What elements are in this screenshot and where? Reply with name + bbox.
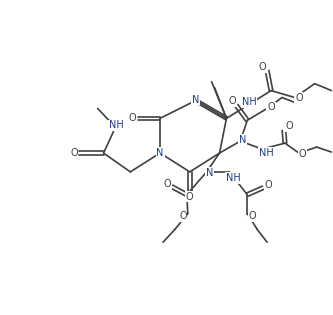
Text: N: N xyxy=(192,94,199,105)
Text: O: O xyxy=(285,121,293,131)
Text: O: O xyxy=(295,93,303,103)
Text: O: O xyxy=(179,211,187,221)
Text: O: O xyxy=(264,180,272,190)
Text: NH: NH xyxy=(242,97,257,107)
Text: O: O xyxy=(258,62,266,72)
Text: O: O xyxy=(186,192,193,202)
Text: O: O xyxy=(228,96,236,106)
Text: O: O xyxy=(267,102,275,112)
Text: NH: NH xyxy=(109,120,124,130)
Text: O: O xyxy=(163,179,171,189)
Text: O: O xyxy=(129,113,136,123)
Text: N: N xyxy=(239,135,246,145)
Text: N: N xyxy=(206,168,213,178)
Text: O: O xyxy=(70,148,78,158)
Text: O: O xyxy=(299,149,307,159)
Text: NH: NH xyxy=(259,148,273,158)
Text: N: N xyxy=(157,148,164,158)
Text: O: O xyxy=(248,211,256,221)
Text: NH: NH xyxy=(226,173,241,183)
